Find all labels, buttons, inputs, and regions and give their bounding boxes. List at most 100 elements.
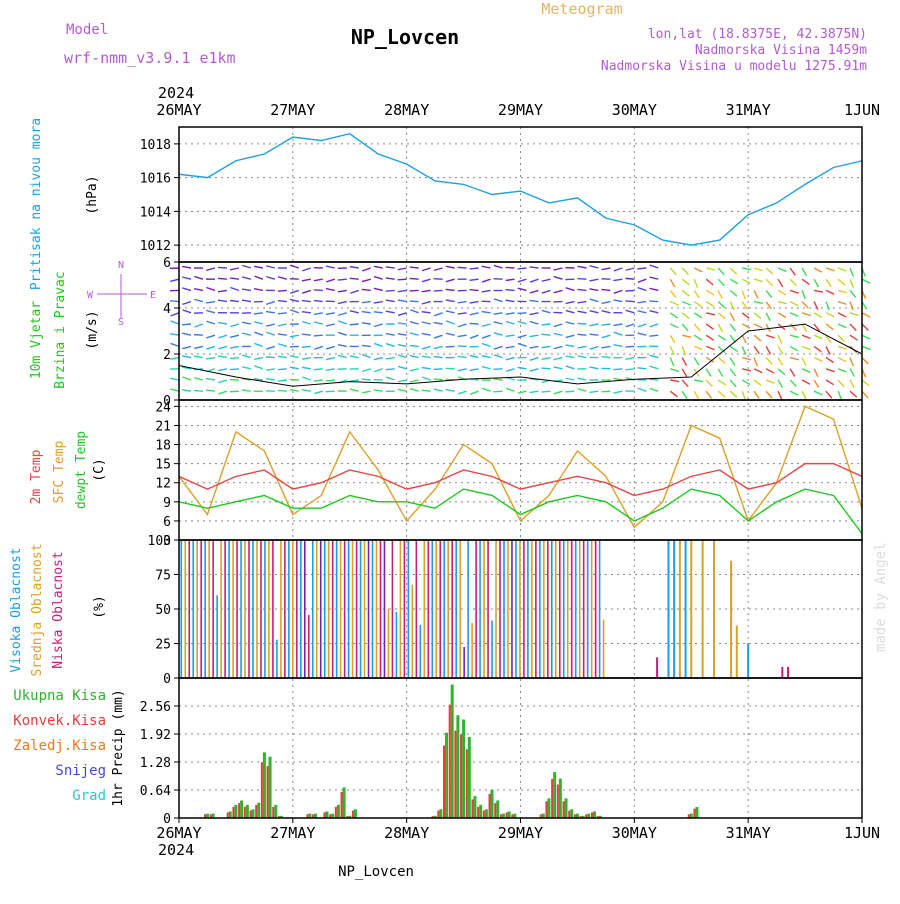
wind-arrow [589,334,598,335]
wind-arrow [338,321,346,324]
wind-arrow [778,380,782,388]
wind-arrow [362,279,371,281]
wind-arrow [778,369,785,375]
wind-arrow [566,366,575,369]
conv-precip-bar [471,799,473,818]
wind-arrow [434,389,443,391]
wind-arrow [518,268,527,269]
pressure-y-tick-label: 1014 [140,205,171,220]
precip-bar [695,807,698,818]
wind-arrow [754,313,761,319]
conv-precip-bar [483,811,485,818]
wind-arrow [458,302,467,303]
wind-arrow [254,366,262,369]
wind-arrow [613,369,622,370]
legend-total-precip: Ukupna Kisa [13,688,106,704]
wind-arrow [601,346,610,348]
wind-arrow [530,322,539,324]
wind-arrow [410,356,419,358]
wind-arrow [625,290,634,291]
model-name: wrf-nmm_v3.9.1 e1km [64,49,236,67]
precip-bar [593,811,596,818]
wind-arrow [446,266,455,268]
precip-y-tick-label: 1.28 [140,756,171,771]
temp-y-tick-label: 15 [155,458,171,473]
wind-arrow [338,290,347,291]
time-tick-top: 26MAY [156,101,201,119]
wind-arrow [578,378,587,380]
time-tick-top: 27MAY [270,101,315,119]
wind-arrow [458,267,467,268]
wind-arrow [458,335,467,336]
wind-arrow [182,390,191,392]
wind-arrow [171,313,179,316]
wind-arrow [614,345,623,347]
wind-arrow [278,356,287,357]
wind-arrow [278,301,287,302]
wind-arrow [171,321,179,324]
wind-arrow [614,268,623,271]
wind-arrow [778,290,786,294]
wind-arrow [206,321,215,324]
wind-arrow [862,313,870,317]
wind-arrow [242,322,251,324]
wind-arrow [410,290,419,291]
wind-arrow [802,279,809,284]
compass-w: W [87,290,94,301]
wind-arrow [790,335,799,337]
wind-arrow [790,290,799,293]
wind-arrow [626,268,635,270]
wind-arrow [554,367,563,369]
conv-precip-bar [557,785,559,818]
wind-arrow [566,345,575,346]
wind-arrow [230,358,239,359]
time-tick-top: 1JUN [844,101,880,119]
wind-arrow [386,290,395,291]
wind-arrow [649,301,658,302]
wind-arrow [650,366,659,369]
wind-arrow [613,324,622,325]
wind-arrow [802,268,806,276]
wind-arrow [862,346,871,349]
wind-arrow [278,324,287,326]
wind-arrow [482,388,491,391]
wind-arrow [374,324,383,326]
wind-arrow [254,289,263,291]
cloud-y-tick-label: 50 [155,603,171,618]
wind-arrow [350,324,359,325]
wind-arrow [314,391,323,393]
wind-arrow [601,357,610,358]
wind-arrow [625,301,634,302]
wind-arrow [314,369,323,370]
wind-arrow [482,312,491,313]
wind-arrow [649,335,658,336]
precip-bar [547,798,550,818]
wind-arrow [590,367,599,369]
wind-arrow [578,346,587,347]
wind-arrow [814,358,822,362]
wind-arrow [422,368,431,369]
wind-arrow [218,300,227,302]
wind-arrow [398,300,407,302]
wind-arrow [754,324,762,328]
wind-arrow [410,333,419,335]
wind-arrow [242,333,251,335]
wind-arrow [218,380,227,383]
wind-arrow [494,279,503,280]
wind-arrow [362,289,371,290]
wind-arrow [302,390,311,391]
wind-arrow [554,346,563,348]
wind-arrow [625,278,634,279]
wind-arrow [590,299,599,302]
compass-e: E [150,290,156,301]
wind-arrow [506,290,515,291]
conv-precip-bar [551,779,553,818]
precip-bar [479,805,482,818]
temp-y-tick-label: 6 [163,515,171,530]
wind-arrow [458,324,467,327]
wind-arrow [182,266,191,268]
wind-label-2: Brzina i Pravac [53,271,68,388]
conv-precip-bar [255,805,257,818]
wind-arrow [862,358,868,364]
wind-arrow [602,311,611,313]
